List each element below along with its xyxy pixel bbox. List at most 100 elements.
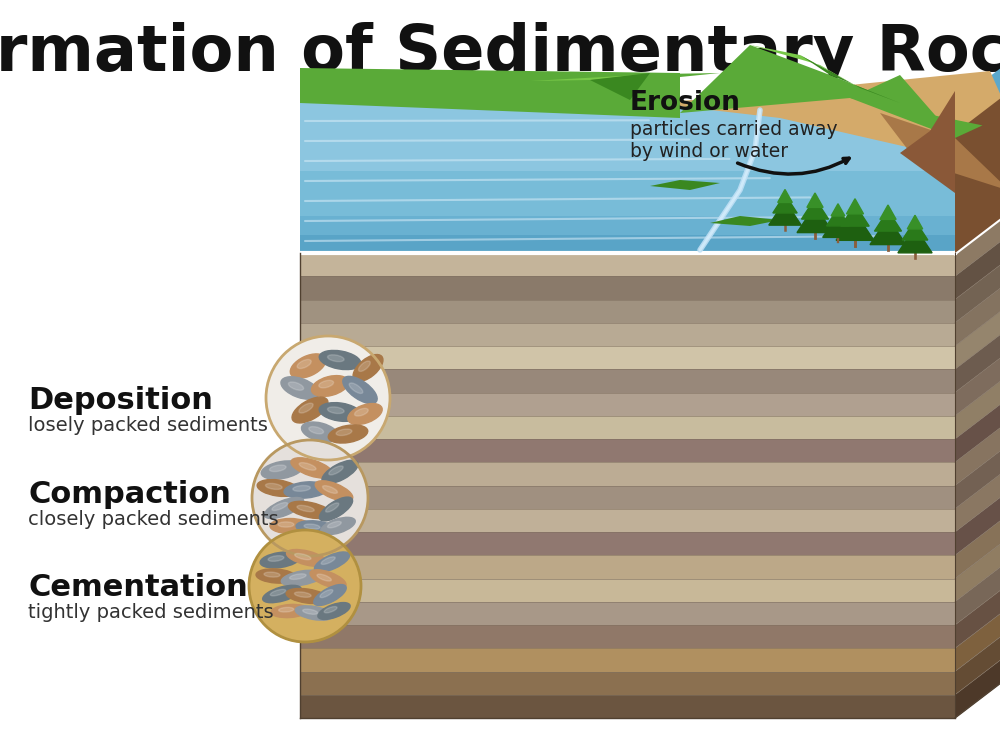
Ellipse shape <box>295 606 333 620</box>
Ellipse shape <box>263 585 301 603</box>
Polygon shape <box>300 299 955 322</box>
Ellipse shape <box>284 482 328 498</box>
Polygon shape <box>300 625 955 649</box>
Ellipse shape <box>355 408 368 416</box>
Ellipse shape <box>257 479 299 497</box>
Ellipse shape <box>319 497 353 521</box>
Polygon shape <box>650 180 720 190</box>
Polygon shape <box>650 71 1000 158</box>
Polygon shape <box>300 695 955 718</box>
Ellipse shape <box>319 350 361 370</box>
Ellipse shape <box>295 554 311 560</box>
Ellipse shape <box>271 604 309 618</box>
Ellipse shape <box>320 589 333 598</box>
Polygon shape <box>300 235 955 253</box>
Polygon shape <box>875 210 902 231</box>
Polygon shape <box>955 397 1000 462</box>
Ellipse shape <box>343 376 377 404</box>
Polygon shape <box>902 221 928 240</box>
Ellipse shape <box>321 557 335 565</box>
Ellipse shape <box>290 354 326 378</box>
Ellipse shape <box>279 607 294 612</box>
Ellipse shape <box>265 483 282 489</box>
Ellipse shape <box>292 397 328 423</box>
Polygon shape <box>300 578 955 601</box>
Polygon shape <box>778 189 792 203</box>
Ellipse shape <box>270 518 310 533</box>
Polygon shape <box>300 439 955 462</box>
Polygon shape <box>850 75 955 138</box>
Polygon shape <box>300 68 680 118</box>
Polygon shape <box>823 215 853 237</box>
Ellipse shape <box>286 589 328 604</box>
Ellipse shape <box>256 569 296 583</box>
Ellipse shape <box>322 460 358 484</box>
Polygon shape <box>955 513 1000 578</box>
Text: Deposition: Deposition <box>28 386 213 415</box>
Polygon shape <box>955 490 1000 555</box>
Polygon shape <box>827 209 849 226</box>
Ellipse shape <box>328 521 341 528</box>
Text: losely packed sediments: losely packed sediments <box>28 416 268 435</box>
Polygon shape <box>955 211 1000 276</box>
Ellipse shape <box>304 524 320 529</box>
Ellipse shape <box>315 481 353 501</box>
Polygon shape <box>773 194 797 213</box>
Ellipse shape <box>311 375 349 396</box>
Ellipse shape <box>353 355 383 381</box>
Text: Compaction: Compaction <box>28 480 231 509</box>
Polygon shape <box>590 73 650 100</box>
Ellipse shape <box>297 506 314 512</box>
Ellipse shape <box>270 589 286 596</box>
Polygon shape <box>836 212 874 240</box>
Ellipse shape <box>326 503 339 512</box>
Polygon shape <box>300 322 955 346</box>
Ellipse shape <box>264 572 280 577</box>
Polygon shape <box>955 444 1000 509</box>
Polygon shape <box>955 630 1000 695</box>
Ellipse shape <box>281 377 319 399</box>
Polygon shape <box>300 393 955 416</box>
Ellipse shape <box>359 361 370 372</box>
Polygon shape <box>300 532 955 555</box>
Ellipse shape <box>314 584 346 605</box>
Polygon shape <box>797 206 833 233</box>
Ellipse shape <box>319 402 361 421</box>
Ellipse shape <box>260 552 300 568</box>
Ellipse shape <box>349 383 363 393</box>
Polygon shape <box>300 601 955 625</box>
Polygon shape <box>955 374 1000 439</box>
Polygon shape <box>300 672 955 695</box>
Ellipse shape <box>309 426 324 434</box>
Ellipse shape <box>318 603 350 619</box>
Ellipse shape <box>291 458 333 478</box>
Polygon shape <box>800 55 900 103</box>
Polygon shape <box>955 328 1000 393</box>
Ellipse shape <box>299 403 313 413</box>
Ellipse shape <box>310 570 346 588</box>
Polygon shape <box>300 462 955 485</box>
Ellipse shape <box>321 518 355 535</box>
Polygon shape <box>955 234 1000 299</box>
Polygon shape <box>955 536 1000 601</box>
Polygon shape <box>955 583 1000 649</box>
Polygon shape <box>300 485 955 509</box>
Circle shape <box>266 336 390 460</box>
Polygon shape <box>900 91 955 193</box>
Ellipse shape <box>296 521 336 536</box>
Ellipse shape <box>328 425 368 443</box>
Polygon shape <box>300 276 955 299</box>
Ellipse shape <box>319 380 334 388</box>
Ellipse shape <box>328 355 344 361</box>
Circle shape <box>252 440 368 556</box>
Polygon shape <box>300 346 955 370</box>
Polygon shape <box>769 201 801 225</box>
Text: Erosion: Erosion <box>630 90 741 116</box>
Ellipse shape <box>348 403 382 424</box>
Polygon shape <box>907 215 923 229</box>
Ellipse shape <box>270 465 286 471</box>
Polygon shape <box>955 257 1000 322</box>
Polygon shape <box>680 45 983 138</box>
Polygon shape <box>750 45 860 88</box>
Ellipse shape <box>302 422 338 442</box>
